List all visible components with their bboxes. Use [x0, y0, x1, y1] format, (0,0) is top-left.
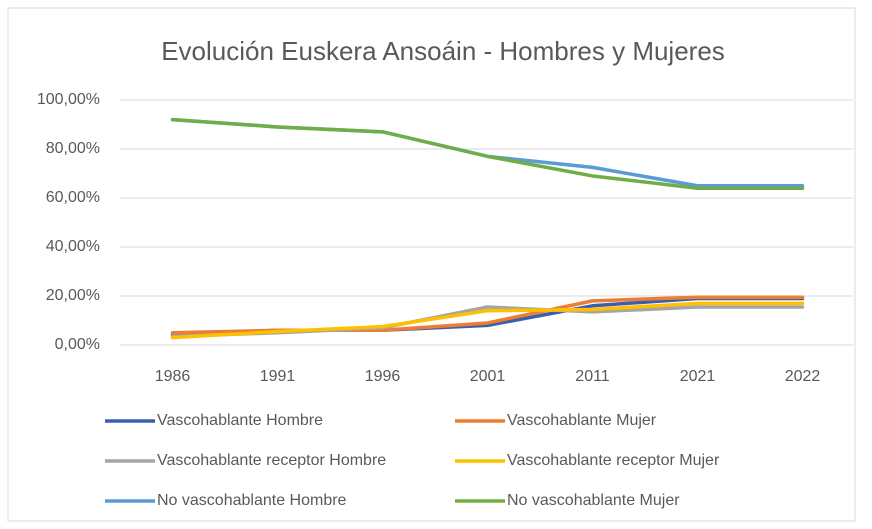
y-tick-label: 80,00%	[46, 140, 100, 157]
x-tick-label: 2001	[470, 368, 506, 385]
y-tick-label: 60,00%	[46, 189, 100, 206]
legend-label: Vascohablante receptor Mujer	[507, 452, 720, 469]
chart-border	[7, 7, 856, 522]
y-tick-label: 40,00%	[46, 238, 100, 255]
legend-label: Vascohablante receptor Hombre	[157, 452, 386, 469]
x-tick-label: 2021	[680, 368, 716, 385]
y-tick-label: 0,00%	[55, 336, 100, 353]
series-line	[170, 117, 805, 190]
legend-label: Vascohablante Hombre	[157, 412, 323, 429]
legend-label: Vascohablante Mujer	[507, 412, 657, 429]
legend-label: No vascohablante Hombre	[157, 492, 347, 509]
x-tick-label: 1986	[155, 368, 191, 385]
x-tick-label: 1996	[365, 368, 401, 385]
y-tick-label: 100,00%	[37, 91, 100, 108]
x-tick-label: 1991	[260, 368, 296, 385]
x-tick-label: 2022	[785, 368, 821, 385]
x-tick-label: 2011	[575, 368, 610, 385]
y-tick-label: 20,00%	[46, 287, 100, 304]
series-line	[170, 301, 805, 340]
chart-title: Evolución Euskera Ansoáin - Hombres y Mu…	[161, 36, 725, 66]
legend-label: No vascohablante Mujer	[507, 492, 680, 509]
